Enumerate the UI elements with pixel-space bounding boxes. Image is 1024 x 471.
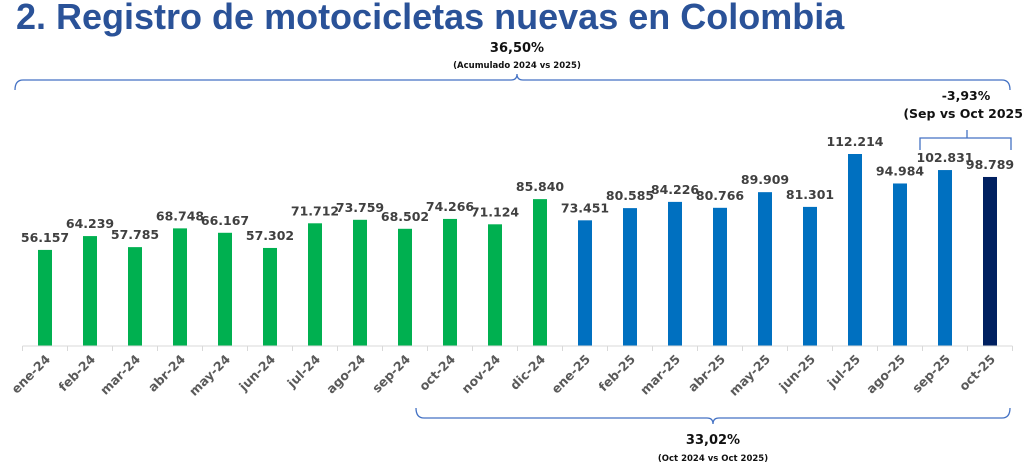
bar-abr-25 bbox=[713, 207, 727, 346]
bar-may-24 bbox=[218, 232, 232, 346]
x-tick-label-abr-24: abr-24 bbox=[145, 351, 188, 394]
bar-sep-25 bbox=[938, 170, 952, 346]
x-tick-label-ago-24: ago-24 bbox=[323, 351, 368, 396]
annotation-label-cumulative: (Acumulado 2024 vs 2025) bbox=[453, 61, 581, 71]
annotation-value-cumulative: 36,50% bbox=[490, 41, 544, 56]
data-label-sep-24: 68.502 bbox=[381, 209, 429, 224]
x-tick-label-jul-24: jul-24 bbox=[283, 351, 323, 391]
data-label-abr-25: 80.766 bbox=[696, 188, 745, 203]
bar-ene-24 bbox=[38, 249, 52, 346]
bar-jun-25 bbox=[803, 206, 817, 346]
x-tick-label-jul-25: jul-25 bbox=[823, 352, 863, 392]
bar-ene-25 bbox=[578, 220, 592, 346]
bracket-cumulative bbox=[14, 73, 1011, 91]
bracket-yearly bbox=[415, 407, 1011, 425]
x-tick-label-sep-24: sep-24 bbox=[369, 351, 413, 395]
x-tick-label-oct-25: oct-25 bbox=[956, 352, 998, 394]
bar-abr-24 bbox=[173, 228, 187, 346]
x-tick-label-sep-25: sep-25 bbox=[909, 352, 953, 396]
bar-ago-25 bbox=[893, 183, 907, 346]
bar-mar-24 bbox=[128, 247, 142, 346]
x-tick-label-nov-24: nov-24 bbox=[458, 351, 503, 396]
x-tick-label-jun-25: jun-25 bbox=[775, 352, 818, 395]
x-tick-label-oct-24: oct-24 bbox=[416, 351, 458, 393]
bar-jun-24 bbox=[263, 247, 277, 346]
bracket-monthly bbox=[919, 130, 1012, 150]
annotation-value-yearly: 33,02% bbox=[686, 433, 740, 448]
bar-jul-24 bbox=[308, 223, 322, 346]
x-tick-label-abr-25: abr-25 bbox=[685, 352, 728, 395]
bar-may-25 bbox=[758, 192, 772, 346]
bar-sep-24 bbox=[398, 228, 412, 346]
data-label-ene-24: 56.157 bbox=[21, 230, 69, 245]
bar-oct-25 bbox=[983, 176, 997, 346]
bar-ago-24 bbox=[353, 219, 367, 346]
data-label-mar-25: 84.226 bbox=[651, 182, 700, 197]
data-label-may-24: 66.167 bbox=[201, 213, 249, 228]
data-label-sep-25: 102.831 bbox=[917, 150, 974, 165]
data-label-jul-24: 71.712 bbox=[291, 203, 339, 218]
data-label-ago-25: 94.984 bbox=[876, 163, 925, 178]
x-tick-label-jun-24: jun-24 bbox=[235, 351, 278, 394]
x-tick-label-may-24: may-24 bbox=[186, 351, 233, 398]
bar-mar-25 bbox=[668, 201, 682, 346]
x-tick-label-mar-25: mar-25 bbox=[637, 352, 683, 398]
annotation-label-monthly: (Sep vs Oct 2025) bbox=[903, 106, 1024, 121]
data-label-jun-25: 81.301 bbox=[786, 187, 834, 202]
data-label-feb-24: 64.239 bbox=[66, 216, 114, 231]
x-tick-label-dic-24: dic-24 bbox=[507, 351, 548, 392]
page-title: 2. Registro de motocicletas nuevas en Co… bbox=[16, 0, 845, 37]
data-label-dic-24: 85.840 bbox=[516, 179, 565, 194]
data-label-ago-24: 73.759 bbox=[336, 200, 384, 215]
x-tick-label-may-25: may-25 bbox=[726, 352, 773, 399]
x-tick-label-feb-24: feb-24 bbox=[55, 351, 98, 394]
data-label-oct-24: 74.266 bbox=[426, 199, 475, 214]
bar-feb-24 bbox=[83, 236, 97, 346]
data-label-nov-24: 71.124 bbox=[471, 204, 520, 219]
data-label-ene-25: 73.451 bbox=[561, 200, 609, 215]
data-label-jul-25: 112.214 bbox=[827, 134, 884, 149]
data-label-oct-25: 98.789 bbox=[966, 157, 1014, 172]
bar-oct-24 bbox=[443, 218, 457, 346]
bar-dic-24 bbox=[533, 199, 547, 346]
bar-feb-25 bbox=[623, 208, 637, 346]
annotation-value-monthly: -3,93% bbox=[942, 88, 991, 103]
x-tick-label-ago-25: ago-25 bbox=[863, 352, 908, 397]
data-label-may-25: 89.909 bbox=[741, 172, 789, 187]
bar-jul-25 bbox=[848, 154, 862, 346]
bar-nov-24 bbox=[488, 224, 502, 346]
annotation-label-yearly: (Oct 2024 vs Oct 2025) bbox=[658, 454, 768, 464]
data-label-jun-24: 57.302 bbox=[246, 228, 294, 243]
x-tick-label-ene-24: ene-24 bbox=[8, 351, 53, 396]
x-tick-label-ene-25: ene-25 bbox=[548, 352, 593, 397]
data-label-feb-25: 80.585 bbox=[606, 188, 654, 203]
x-tick-label-feb-25: feb-25 bbox=[595, 352, 638, 395]
data-label-abr-24: 68.748 bbox=[156, 208, 204, 223]
data-label-mar-24: 57.785 bbox=[111, 227, 159, 242]
x-tick-label-mar-24: mar-24 bbox=[97, 351, 143, 397]
